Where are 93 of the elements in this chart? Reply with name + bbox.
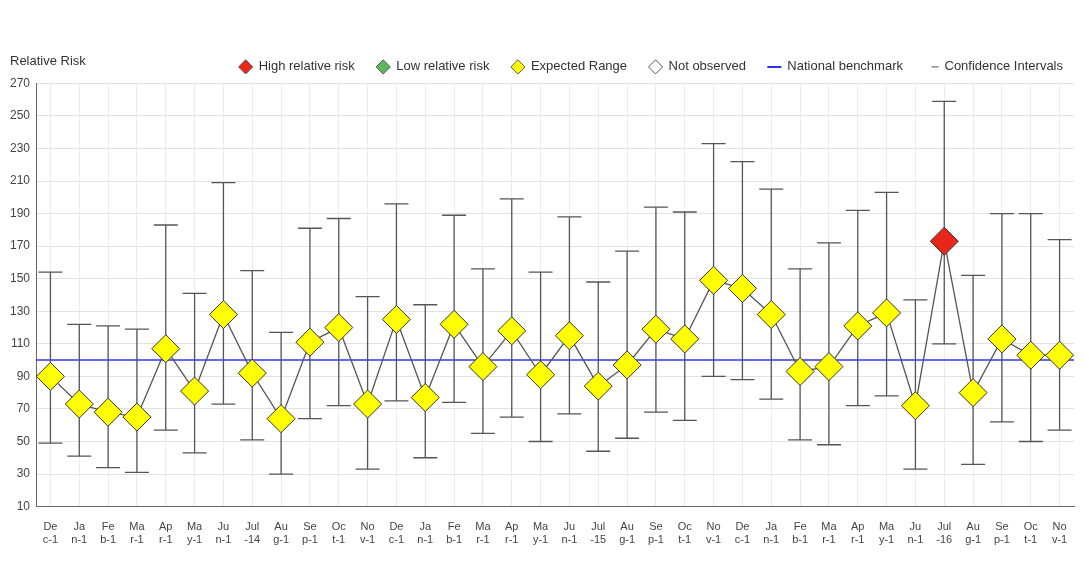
y-tick-label: 230: [9, 140, 31, 155]
point: [727, 273, 757, 303]
x-tick-label: Jul-16: [936, 520, 953, 546]
point: [266, 404, 296, 434]
legend-label: National benchmark: [787, 58, 904, 74]
x-tick-label: Dec-1: [388, 520, 405, 546]
point: [583, 371, 613, 401]
point: [122, 402, 152, 432]
y-tick-label: 70: [16, 401, 31, 416]
x-tick-label: Nov-1: [705, 520, 722, 546]
x-tick-label: Feb-1: [792, 520, 809, 546]
y-tick-label: 90: [16, 368, 31, 383]
y-axis-title: Relative Risk: [10, 52, 87, 68]
point: [958, 378, 988, 408]
text: Confidence Intervals: [944, 58, 1064, 74]
point: [64, 389, 94, 419]
y-tick-label: 30: [16, 466, 31, 481]
x-tick-label: Oct-1: [1023, 520, 1039, 546]
point: [1045, 340, 1075, 370]
x-tick-label: Aug-1: [619, 520, 636, 546]
x-tick-label: Dec-1: [42, 520, 59, 546]
point: [439, 309, 469, 339]
point: [699, 265, 729, 295]
point: [900, 391, 930, 421]
point: [929, 226, 959, 256]
point: [208, 300, 238, 330]
point: [324, 313, 354, 343]
x-tick-label: Feb-1: [100, 520, 117, 546]
point: [35, 361, 65, 391]
legend-label: Low relative risk: [396, 58, 490, 74]
x-tick-label: Sep-1: [647, 520, 664, 546]
y-tick-label: 250: [9, 108, 31, 123]
x-tick-label: Aug-1: [965, 520, 982, 546]
x-tick-label: Apr-1: [851, 520, 865, 546]
x-tick-label: May-1: [878, 520, 896, 546]
x-tick-label: Sep-1: [993, 520, 1010, 546]
y-tick-label: 50: [16, 433, 31, 448]
x-tick-label: Jun-1: [561, 520, 578, 546]
x-tick-label: Oct-1: [677, 520, 693, 546]
point: [468, 352, 498, 382]
point: [410, 383, 440, 413]
x-tick-label: Apr-1: [159, 520, 173, 546]
x-tick-label: Apr-1: [505, 520, 519, 546]
point: [756, 300, 786, 330]
x-tick-label: Aug-1: [273, 520, 290, 546]
x-tick-label: Dec-1: [734, 520, 751, 546]
x-tick-label: May-1: [532, 520, 550, 546]
x-tick-label: Nov-1: [1051, 520, 1068, 546]
x-tick-label: Jul-15: [590, 520, 607, 546]
point: [987, 324, 1017, 354]
point: [353, 389, 383, 419]
y-tick-label: 210: [9, 173, 31, 188]
x-tick-label: Jun-1: [907, 520, 924, 546]
point: [295, 327, 325, 357]
x-tick-label: May-1: [186, 520, 204, 546]
y-tick-label: 110: [10, 336, 31, 351]
legend-label: Not observed: [668, 58, 746, 74]
x-tick-label: Nov-1: [359, 520, 376, 546]
point: [180, 376, 210, 406]
point: [497, 316, 527, 346]
point: [93, 397, 123, 427]
point: [381, 304, 411, 334]
x-tick-label: Sep-1: [301, 520, 318, 546]
x-tick-label: Jun-1: [215, 520, 232, 546]
x-tick-label: Mar-1: [475, 520, 492, 546]
legend-label: Expected Range: [530, 58, 628, 74]
y-tick-label: 190: [9, 205, 31, 220]
point: [641, 314, 671, 344]
point: [814, 352, 844, 382]
point: [843, 311, 873, 341]
point: [554, 321, 584, 351]
x-tick-label: Feb-1: [446, 520, 463, 546]
point: [151, 334, 181, 364]
point: [612, 350, 642, 380]
y-tick-label: 150: [9, 271, 31, 286]
x-tick-label: Oct-1: [331, 520, 347, 546]
point: [1016, 340, 1046, 370]
point: [526, 360, 556, 390]
x-tick-label: Mar-1: [821, 520, 838, 546]
point: [785, 357, 815, 386]
x-tick-label: Jan-1: [763, 520, 780, 546]
point: [237, 358, 267, 388]
y-tick-label: 10: [16, 498, 31, 513]
legend-label: High relative risk: [258, 58, 356, 74]
x-tick-label: Jan-1: [71, 520, 88, 546]
y-tick-label: 130: [9, 303, 31, 318]
y-tick-label: 170: [9, 238, 31, 253]
point: [670, 324, 700, 354]
x-tick-label: Jul-14: [244, 520, 261, 546]
point: [872, 298, 902, 328]
y-tick-label: 270: [9, 75, 31, 90]
x-tick-label: Jan-1: [417, 520, 434, 546]
x-tick-label: Mar-1: [129, 520, 146, 546]
